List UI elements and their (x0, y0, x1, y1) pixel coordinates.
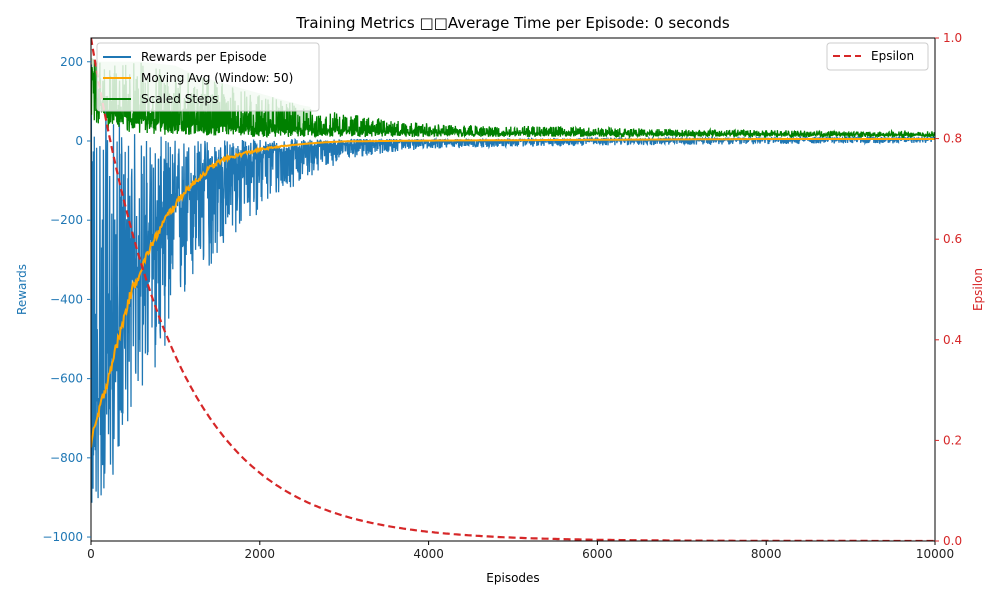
legend-left-label-1: Moving Avg (Window: 50) (141, 71, 293, 85)
axes: 0 2000 4000 6000 8000 10000−1000−800−600−400−… (42, 31, 962, 561)
y-left-tick-label-4: −200 (50, 213, 83, 227)
legend-right-box (826, 42, 929, 71)
y-right-tick-label-5: 1.0 (943, 31, 962, 45)
x-tick-label-5: 10000 (916, 547, 954, 561)
series-epsilon (91, 38, 935, 541)
y-left-tick-label-2: −600 (50, 372, 83, 386)
y-axis-left-label: Rewards (15, 264, 29, 315)
y-left-tick-label-5: 0 (75, 134, 83, 148)
x-tick-label-0: 0 (87, 547, 95, 561)
y-left-tick-label-1: −800 (50, 451, 83, 465)
series-moving-avg (91, 138, 935, 448)
y-axis-right-label: Epsilon (971, 268, 985, 311)
x-axis-label: Episodes (486, 571, 539, 585)
legend-left-box (96, 42, 320, 112)
axes-frame (90, 37, 936, 542)
y-right-tick-label-2: 0.4 (943, 333, 962, 347)
x-tick-label-1: 2000 (245, 547, 276, 561)
legend-left-label-0: Rewards per Episode (141, 50, 267, 64)
legend-left-label-2: Scaled Steps (141, 92, 218, 106)
series-scaled-steps (91, 61, 935, 139)
chart-title: Training Metrics □□Average Time per Epis… (295, 14, 730, 32)
legend-left: Rewards per Episode Moving Avg (Window: 5… (96, 42, 320, 112)
y-left-tick-label-3: −400 (50, 292, 83, 306)
y-right-tick-label-1: 0.2 (943, 433, 962, 447)
y-left-tick-label-0: −1000 (42, 530, 83, 544)
x-tick-label-3: 6000 (582, 547, 613, 561)
y-right-tick-label-4: 0.8 (943, 132, 962, 146)
x-tick-label-4: 8000 (751, 547, 782, 561)
legend-right-label: Epsilon (871, 49, 914, 63)
legend-right: Epsilon (826, 42, 929, 71)
y-left-tick-label-6: 200 (60, 55, 83, 69)
y-right-tick-label-3: 0.6 (943, 232, 962, 246)
x-tick-label-2: 4000 (413, 547, 444, 561)
y-right-tick-label-0: 0.0 (943, 534, 962, 548)
